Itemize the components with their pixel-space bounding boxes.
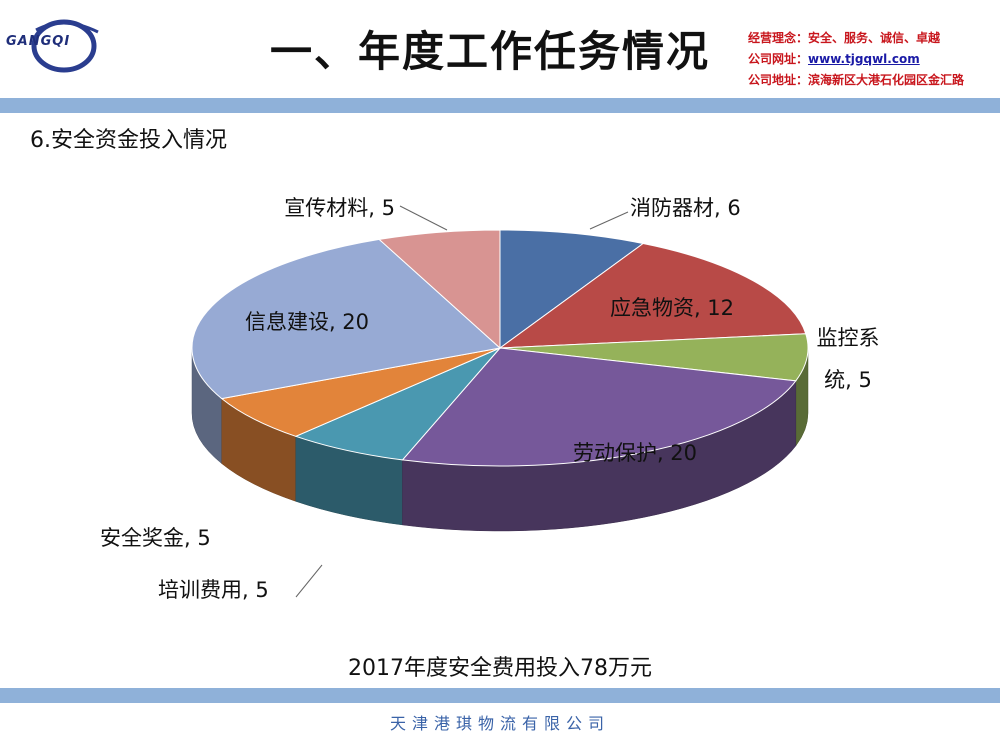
company-info: 经营理念：安全、服务、诚信、卓越 公司网址：www.tjgqwl.com 公司地…: [748, 28, 964, 91]
top-divider-band: [0, 98, 1000, 113]
header: GANGQI 一、年度工作任务情况 经营理念：安全、服务、诚信、卓越 公司网址：…: [0, 0, 1000, 100]
pie-slice-6: [220, 347, 501, 437]
leader-line-1: [589, 211, 629, 230]
slice-label-5: 培训费用, 5: [158, 578, 269, 602]
leader-line-5: [295, 564, 323, 598]
chart-caption: 2017年度安全费用投入78万元: [348, 656, 652, 681]
leader-line-8: [399, 205, 448, 231]
company-logo: [31, 19, 99, 73]
website-link[interactable]: www.tjgqwl.com: [808, 52, 920, 66]
pie-slice-3: [499, 333, 809, 382]
slice-label-4: 劳动保护, 20: [573, 441, 697, 465]
pie-slice-8: [378, 229, 501, 350]
slice-label-6: 安全奖金, 5: [100, 526, 211, 550]
slice-label-8: 宣传材料, 5: [284, 196, 395, 220]
pie-slice-2: [498, 242, 807, 349]
info-row-address: 公司地址：滨海新区大港石化园区金汇路: [748, 70, 964, 91]
info-label: 公司地址：: [748, 73, 809, 87]
info-value: 安全、服务、诚信、卓越: [808, 31, 941, 45]
pie-slice-5: [294, 347, 501, 461]
info-label: 经营理念：: [748, 31, 809, 45]
slice-label-3: 监控系统, 5: [817, 326, 880, 392]
info-label: 公司网址：: [748, 52, 809, 66]
info-value: 滨海新区大港石化园区金汇路: [808, 73, 965, 87]
info-row-philosophy: 经营理念：安全、服务、诚信、卓越: [748, 28, 964, 49]
section-subtitle: 6.安全资金投入情况: [30, 128, 227, 153]
info-row-website: 公司网址：www.tjgqwl.com: [748, 49, 964, 70]
logo-swoosh: [35, 21, 99, 34]
pie-slice-1: [499, 229, 645, 349]
slice-label-2: 应急物资, 12: [610, 296, 734, 320]
slice-label-7: 信息建设, 20: [245, 310, 369, 334]
footer-company-name: 天津港琪物流有限公司: [389, 714, 610, 733]
logo-text: GANGQI: [6, 34, 71, 49]
slice-label-1: 消防器材, 6: [630, 196, 741, 220]
bottom-divider-band: [0, 688, 1000, 703]
pie-slice-4: [401, 347, 797, 467]
page-title: 一、年度工作任务情况: [270, 27, 711, 76]
